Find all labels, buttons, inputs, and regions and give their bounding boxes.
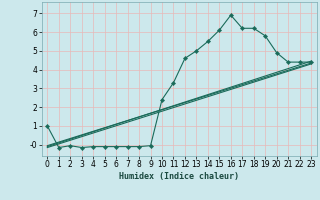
X-axis label: Humidex (Indice chaleur): Humidex (Indice chaleur) <box>119 172 239 181</box>
